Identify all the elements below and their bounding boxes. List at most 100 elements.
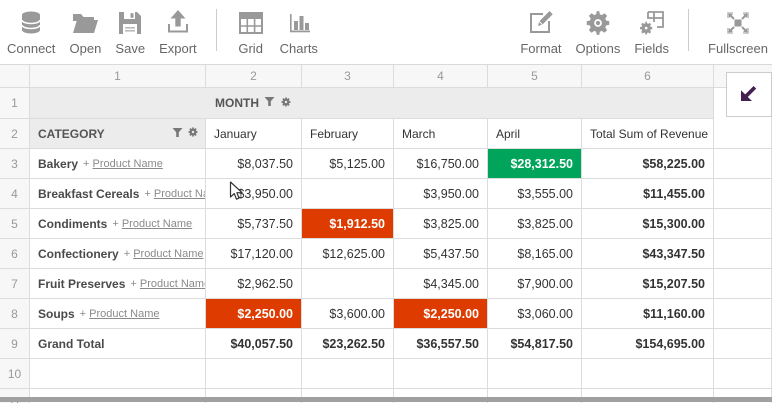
grand-total-cell[interactable]: $54,817.50 [488, 329, 582, 359]
data-cell[interactable] [302, 179, 394, 209]
row-number: 1 [0, 88, 30, 119]
data-cell[interactable]: $3,600.00 [302, 299, 394, 329]
row-number: 5 [0, 209, 30, 239]
data-cell[interactable]: $12,625.00 [302, 239, 394, 269]
expand-product-name-link[interactable]: + Product Name [79, 307, 160, 320]
empty-cell [714, 179, 772, 209]
total-cell[interactable]: $11,160.00 [582, 299, 714, 329]
category-header-label: CATEGORY [38, 126, 105, 141]
filter-icon[interactable] [172, 127, 183, 141]
grid-icon [236, 7, 266, 39]
expand-product-name-link[interactable]: + Product Name [123, 247, 204, 260]
total-cell[interactable]: $15,207.50 [582, 269, 714, 299]
fields-button[interactable]: Fields [634, 7, 669, 56]
data-cell[interactable]: $3,825.00 [488, 209, 582, 239]
grand-total-cell[interactable]: $36,557.50 [394, 329, 488, 359]
fields-panel-toggle-button[interactable] [726, 72, 772, 117]
open-button[interactable]: Open [69, 7, 101, 56]
pivot-grid: 1 2 3 4 5 6 1 MONTH 2 CATEGORY [0, 64, 772, 403]
total-cell[interactable]: $11,455.00 [582, 179, 714, 209]
row-number: 10 [0, 359, 30, 389]
data-cell-highlight-red[interactable]: $2,250.00 [394, 299, 488, 329]
grid-label: Grid [238, 41, 263, 56]
total-cell[interactable]: $58,225.00 [582, 149, 714, 179]
data-cell[interactable]: $8,037.50 [206, 149, 302, 179]
options-icon [583, 7, 613, 39]
total-cell[interactable]: $15,300.00 [582, 209, 714, 239]
total-cell[interactable]: $43,347.50 [582, 239, 714, 269]
month-header-cell[interactable]: MONTH [30, 88, 714, 119]
data-cell[interactable]: $3,555.00 [488, 179, 582, 209]
export-icon [163, 7, 193, 39]
empty-cell [582, 359, 714, 389]
data-cell-highlight-red[interactable]: $2,250.00 [206, 299, 302, 329]
corner-cell [0, 65, 30, 88]
data-cell[interactable]: $5,125.00 [302, 149, 394, 179]
expand-product-name-link[interactable]: + Product Name [112, 217, 193, 230]
row-header-confectionery[interactable]: Confectionery + Product Name [30, 239, 206, 269]
category-header-cell[interactable]: CATEGORY [30, 119, 206, 149]
options-button[interactable]: Options [575, 7, 621, 56]
folder-open-icon [69, 7, 101, 39]
expand-product-name-link[interactable]: + Product Name [83, 157, 163, 170]
data-cell[interactable] [302, 269, 394, 299]
format-button[interactable]: Format [520, 7, 562, 56]
empty-cell [714, 359, 772, 389]
expand-product-name-link[interactable]: + Product Name [144, 187, 205, 200]
data-cell[interactable]: $16,750.00 [394, 149, 488, 179]
data-cell[interactable]: $4,345.00 [394, 269, 488, 299]
row-header-condiments[interactable]: Condiments + Product Name [30, 209, 206, 239]
data-cell[interactable]: $3,060.00 [488, 299, 582, 329]
fullscreen-icon [723, 7, 753, 39]
connect-button[interactable]: Connect [7, 7, 55, 56]
charts-icon [284, 7, 314, 39]
empty-cell [206, 359, 302, 389]
fields-label: Fields [634, 41, 670, 56]
data-cell[interactable]: $8,165.00 [488, 239, 582, 269]
toolbar-divider [688, 9, 690, 51]
column-number: 1 [30, 65, 206, 88]
empty-cell [714, 269, 772, 299]
row-header-soups[interactable]: Soups + Product Name [30, 299, 206, 329]
row-number: 6 [0, 239, 30, 269]
row-header-fruit-preserves[interactable]: Fruit Preserves + Product Name [30, 269, 206, 299]
fullscreen-button[interactable]: Fullscreen [708, 7, 768, 56]
row-number: 8 [0, 299, 30, 329]
data-cell-highlight-green[interactable]: $28,312.50 [488, 149, 582, 179]
data-cell[interactable]: $17,120.00 [206, 239, 302, 269]
column-header-april[interactable]: April [488, 119, 582, 149]
data-cell[interactable]: $3,950.00 [394, 179, 488, 209]
column-header-february[interactable]: February [302, 119, 394, 149]
data-cell[interactable]: $3,825.00 [394, 209, 488, 239]
month-header-label: MONTH [215, 96, 259, 110]
data-cell[interactable]: $5,737.50 [206, 209, 302, 239]
save-button[interactable]: Save [115, 7, 145, 56]
database-icon [16, 7, 46, 39]
row-header-bakery[interactable]: Bakery + Product Name [30, 149, 206, 179]
column-header-march[interactable]: March [394, 119, 488, 149]
data-cell[interactable]: $3,950.00 [206, 179, 302, 209]
grand-total-cell[interactable]: $154,695.00 [582, 329, 714, 359]
column-header-january[interactable]: January [206, 119, 302, 149]
column-header-total[interactable]: Total Sum of Revenue [582, 119, 714, 149]
grand-total-cell[interactable]: $40,057.50 [206, 329, 302, 359]
column-number: 3 [302, 65, 394, 88]
options-label: Options [575, 41, 621, 56]
data-cell[interactable]: $2,962.50 [206, 269, 302, 299]
gear-icon[interactable] [280, 96, 292, 111]
bottom-scrollbar-edge[interactable] [0, 397, 772, 402]
data-cell[interactable]: $5,437.50 [394, 239, 488, 269]
save-label: Save [115, 41, 146, 56]
grand-total-header[interactable]: Grand Total [30, 329, 206, 359]
grid-tab-button[interactable]: Grid [236, 7, 266, 56]
export-button[interactable]: Export [159, 7, 197, 56]
charts-tab-button[interactable]: Charts [280, 7, 318, 56]
row-number: 3 [0, 149, 30, 179]
filter-icon[interactable] [264, 96, 275, 110]
data-cell-highlight-red[interactable]: $1,912.50 [302, 209, 394, 239]
expand-product-name-link[interactable]: + Product Name [130, 277, 206, 290]
gear-icon[interactable] [187, 126, 199, 141]
grand-total-cell[interactable]: $23,262.50 [302, 329, 394, 359]
row-header-breakfast-cereals[interactable]: Breakfast Cereals + Product Name [30, 179, 206, 209]
data-cell[interactable]: $7,900.00 [488, 269, 582, 299]
